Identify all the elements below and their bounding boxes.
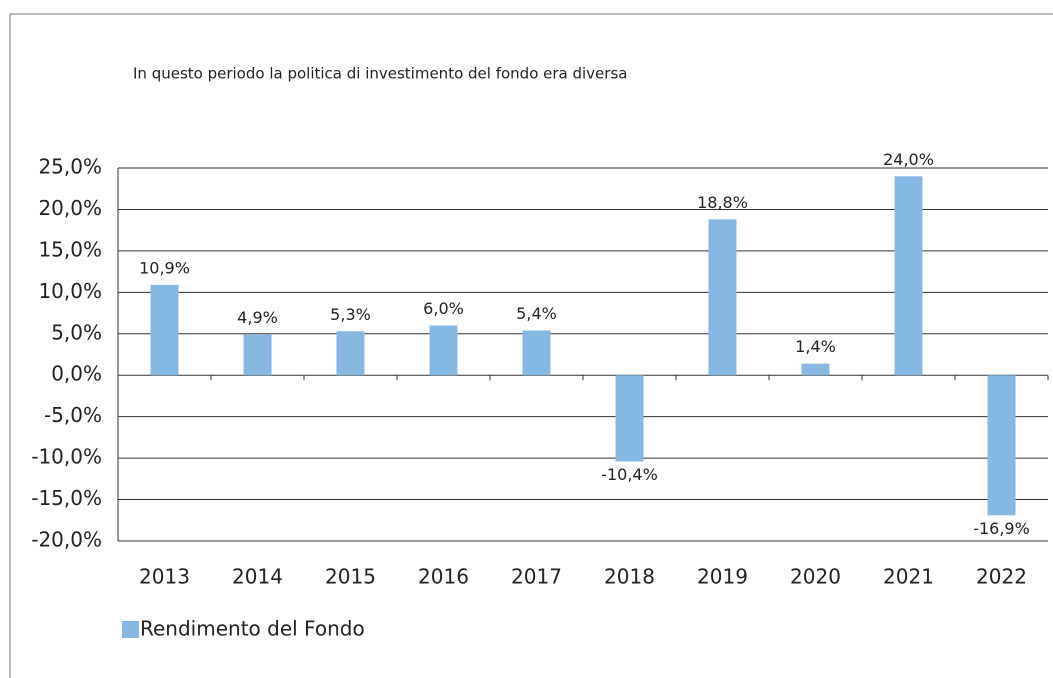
value-label: 5,4% <box>516 304 557 323</box>
value-label: 5,3% <box>330 305 371 324</box>
annotation: In questo periodo la politica di investi… <box>133 65 627 83</box>
y-tick-label: 5,0% <box>51 320 102 344</box>
y-tick-label: -10,0% <box>31 445 102 469</box>
bar <box>894 176 923 376</box>
value-label: 24,0% <box>883 150 934 169</box>
value-label: 1,4% <box>795 337 836 356</box>
y-tick-label: 0,0% <box>51 362 102 386</box>
legend-swatch <box>122 621 139 638</box>
value-label: 18,8% <box>697 193 748 212</box>
bar <box>615 375 644 462</box>
bar <box>429 325 458 376</box>
x-tick-label: 2016 <box>418 565 469 589</box>
bar <box>336 331 365 376</box>
value-label: 10,9% <box>139 258 190 277</box>
x-tick-label: 2014 <box>232 565 283 589</box>
value-label: 4,9% <box>237 308 278 327</box>
frame <box>9 13 1053 678</box>
bar <box>243 334 272 376</box>
value-label: -10,4% <box>601 465 658 484</box>
y-tick-label: 25,0% <box>38 155 102 179</box>
bar <box>801 363 830 376</box>
legend-label: Rendimento del Fondo <box>140 617 365 641</box>
x-tick-label: 2017 <box>511 565 562 589</box>
value-label: -16,9% <box>973 519 1030 538</box>
y-tick-label: 10,0% <box>38 279 102 303</box>
bar <box>150 284 179 376</box>
bar <box>708 219 737 376</box>
x-tick-label: 2022 <box>976 565 1027 589</box>
y-tick-label: 20,0% <box>38 196 102 220</box>
value-label: 6,0% <box>423 299 464 318</box>
y-tick-label: 15,0% <box>38 237 102 261</box>
bar <box>987 375 1016 516</box>
y-tick-label: -20,0% <box>31 528 102 552</box>
x-tick-label: 2018 <box>604 565 655 589</box>
x-tick-label: 2015 <box>325 565 376 589</box>
bar <box>522 330 551 376</box>
x-tick-label: 2021 <box>883 565 934 589</box>
y-tick-label: -15,0% <box>31 486 102 510</box>
x-tick-label: 2019 <box>697 565 748 589</box>
x-tick-label: 2020 <box>790 565 841 589</box>
y-tick-label: -5,0% <box>44 403 102 427</box>
x-tick-label: 2013 <box>139 565 190 589</box>
